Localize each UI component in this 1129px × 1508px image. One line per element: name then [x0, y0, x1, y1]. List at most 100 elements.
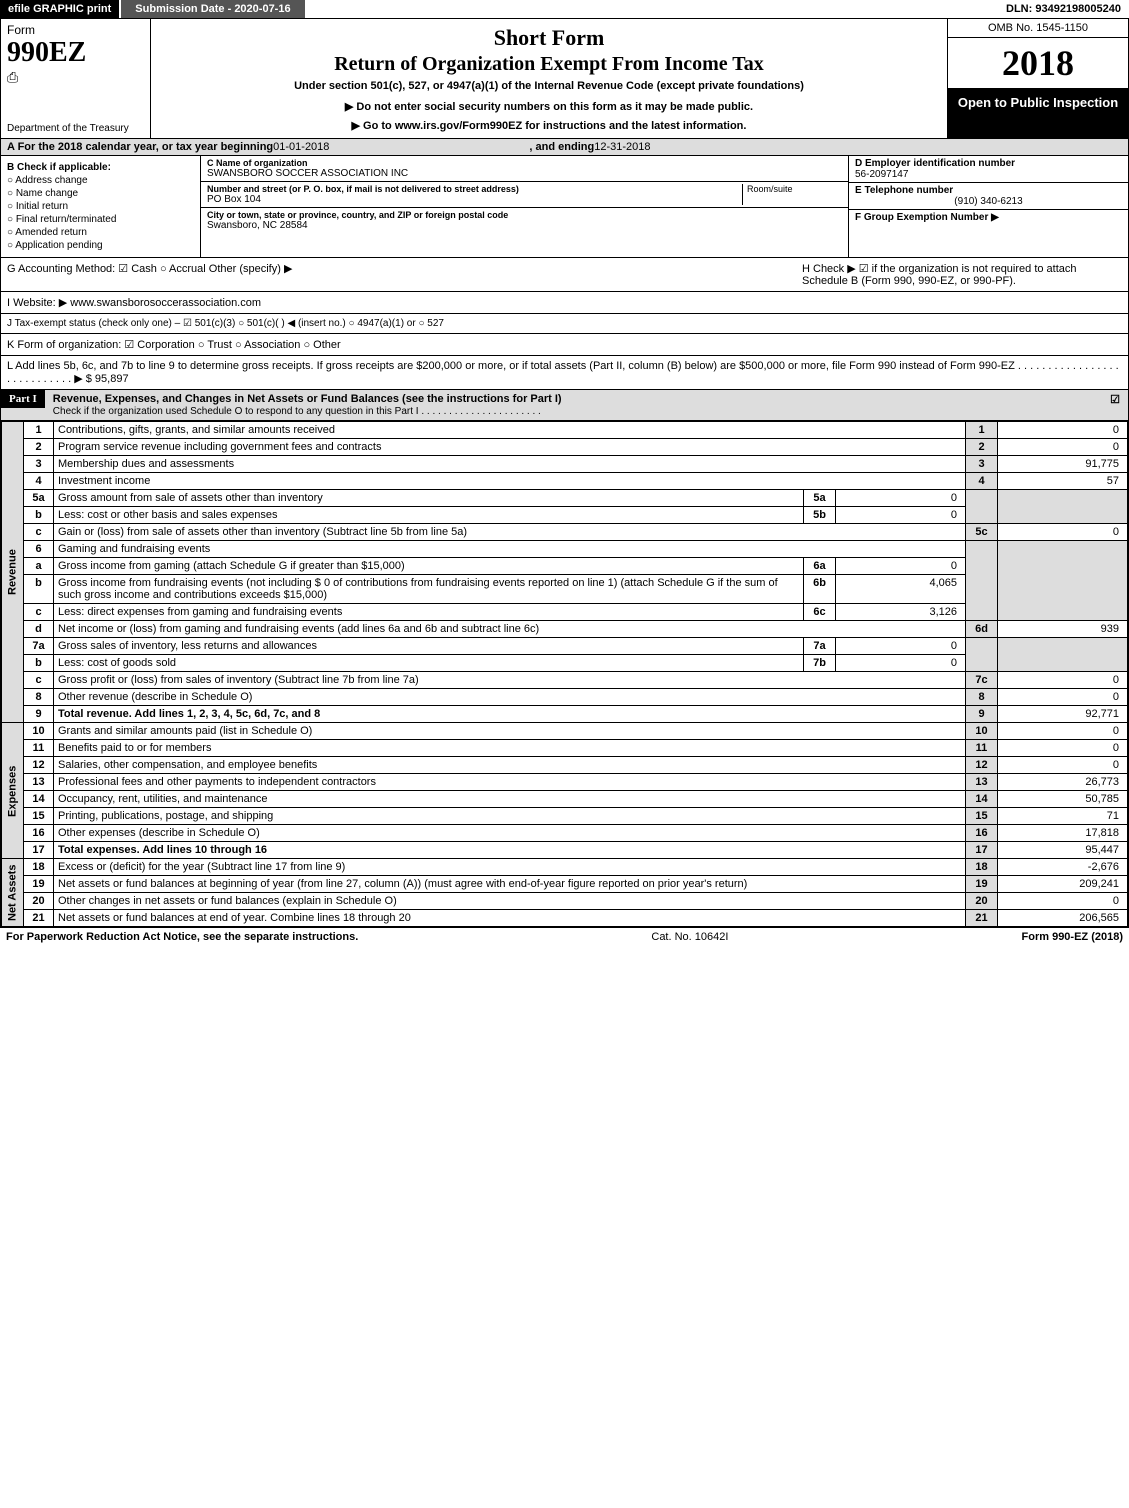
footer-right: Form 990-EZ (2018)	[1022, 931, 1123, 943]
line-num: 17	[24, 842, 54, 859]
line-num: 15	[24, 808, 54, 825]
topbar: efile GRAPHIC print Submission Date - 20…	[0, 0, 1129, 19]
dept: Department of the Treasury	[7, 123, 144, 134]
do-not-enter: ▶ Do not enter social security numbers o…	[157, 100, 941, 113]
line-box: 14	[966, 791, 998, 808]
form-number: 990EZ	[7, 37, 144, 69]
g-accounting: G Accounting Method: ☑ Cash ○ Accrual Ot…	[7, 262, 802, 287]
line-num: 10	[24, 723, 54, 740]
line-desc: Benefits paid to or for members	[54, 740, 966, 757]
sub-amt: 0	[836, 490, 966, 507]
line-num: 14	[24, 791, 54, 808]
cal-prefix: A For the 2018 calendar year, or tax yea…	[7, 141, 273, 153]
omb-number: OMB No. 1545-1150	[948, 19, 1128, 38]
opt-address[interactable]: Address change	[7, 175, 194, 186]
sub-label: 6c	[804, 604, 836, 621]
line-desc: Printing, publications, postage, and shi…	[54, 808, 966, 825]
line-box: 8	[966, 689, 998, 706]
sub-amt: 0	[836, 558, 966, 575]
opt-amended[interactable]: Amended return	[7, 227, 194, 238]
tax-year: 2018	[948, 38, 1128, 89]
line-desc: Investment income	[54, 473, 966, 490]
line-box: 15	[966, 808, 998, 825]
cal-begin: 01-01-2018	[273, 141, 329, 153]
open-to-public: Open to Public Inspection	[948, 89, 1128, 138]
line-box: 6d	[966, 621, 998, 638]
section-b: B Check if applicable: Address change Na…	[1, 156, 201, 257]
line-amt: 0	[998, 524, 1128, 541]
under-section: Under section 501(c), 527, or 4947(a)(1)…	[157, 80, 941, 92]
k-row: K Form of organization: ☑ Corporation ○ …	[0, 334, 1129, 356]
line-box: 7c	[966, 672, 998, 689]
footer-mid: Cat. No. 10642I	[358, 931, 1021, 943]
website: I Website: ▶ www.swansborosoccerassociat…	[7, 296, 1122, 309]
line-num: 6	[24, 541, 54, 558]
footer-left: For Paperwork Reduction Act Notice, see …	[6, 931, 358, 943]
opt-final[interactable]: Final return/terminated	[7, 214, 194, 225]
sub-amt: 0	[836, 655, 966, 672]
line-num: b	[24, 655, 54, 672]
grey-amt	[998, 638, 1128, 672]
line-box: 12	[966, 757, 998, 774]
sub-label: 7a	[804, 638, 836, 655]
line-box: 20	[966, 893, 998, 910]
line-amt: 939	[998, 621, 1128, 638]
street-label: Number and street (or P. O. box, if mail…	[207, 184, 738, 194]
street-value: PO Box 104	[207, 194, 738, 205]
line-num: 4	[24, 473, 54, 490]
line-num: 1	[24, 422, 54, 439]
line-amt: 0	[998, 740, 1128, 757]
line-desc: Net assets or fund balances at beginning…	[54, 876, 966, 893]
line-num: 8	[24, 689, 54, 706]
line-num: 21	[24, 910, 54, 927]
expenses-label: Expenses	[2, 723, 24, 859]
short-form-title: Short Form	[157, 25, 941, 51]
line-desc: Other expenses (describe in Schedule O)	[54, 825, 966, 842]
line-amt: 0	[998, 723, 1128, 740]
line-desc: Gross income from fundraising events (no…	[54, 575, 804, 604]
city-value: Swansboro, NC 28584	[207, 220, 842, 231]
line-num: 18	[24, 859, 54, 876]
line-desc: Less: direct expenses from gaming and fu…	[54, 604, 804, 621]
line-box: 21	[966, 910, 998, 927]
gh-row: G Accounting Method: ☑ Cash ○ Accrual Ot…	[0, 258, 1129, 292]
part1-header: Part I Revenue, Expenses, and Changes in…	[0, 390, 1129, 421]
sub-label: 6a	[804, 558, 836, 575]
sub-amt: 3,126	[836, 604, 966, 621]
header-right: OMB No. 1545-1150 2018 Open to Public In…	[948, 19, 1128, 138]
e-label: E Telephone number	[855, 185, 1122, 196]
section-def: D Employer identification number 56-2097…	[848, 156, 1128, 257]
revenue-label: Revenue	[2, 422, 24, 723]
tax-exempt: J Tax-exempt status (check only one) – ☑…	[7, 318, 1122, 329]
line-box: 10	[966, 723, 998, 740]
line-num: 9	[24, 706, 54, 723]
line-num: 13	[24, 774, 54, 791]
line-num: b	[24, 507, 54, 524]
opt-pending[interactable]: Application pending	[7, 240, 194, 251]
calendar-row: A For the 2018 calendar year, or tax yea…	[0, 139, 1129, 156]
lines-container: Revenue 1 Contributions, gifts, grants, …	[0, 421, 1129, 928]
line-desc: Less: cost or other basis and sales expe…	[54, 507, 804, 524]
opt-name[interactable]: Name change	[7, 188, 194, 199]
grey-amt	[998, 490, 1128, 524]
sub-label: 6b	[804, 575, 836, 604]
line-amt: 0	[998, 422, 1128, 439]
sub-label: 7b	[804, 655, 836, 672]
opt-initial[interactable]: Initial return	[7, 201, 194, 212]
lines-table: Revenue 1 Contributions, gifts, grants, …	[1, 421, 1128, 927]
l-row: L Add lines 5b, 6c, and 7b to line 9 to …	[0, 356, 1129, 390]
line-num: d	[24, 621, 54, 638]
line-num: a	[24, 558, 54, 575]
line-desc: Gross sales of inventory, less returns a…	[54, 638, 804, 655]
line-num: 3	[24, 456, 54, 473]
line-amt: 50,785	[998, 791, 1128, 808]
b-label: B Check if applicable:	[7, 162, 194, 173]
line-amt: 206,565	[998, 910, 1128, 927]
line-amt: 0	[998, 757, 1128, 774]
line-num: 16	[24, 825, 54, 842]
f-label: F Group Exemption Number ▶	[855, 212, 1122, 223]
line-amt: 209,241	[998, 876, 1128, 893]
form-header: Form 990EZ ⎙ Department of the Treasury …	[0, 19, 1129, 139]
line-desc: Gross income from gaming (attach Schedul…	[54, 558, 804, 575]
line-num: 20	[24, 893, 54, 910]
